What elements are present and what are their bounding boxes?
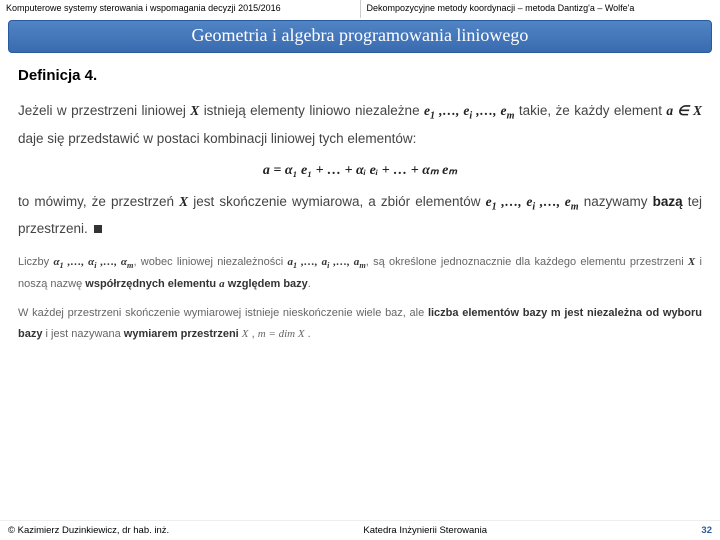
content-area: Definicja 4. Jeżeli w przestrzeni liniow… — [0, 53, 720, 345]
formula: a = α₁ e₁ + … + αᵢ eᵢ + … + αₘ eₘ — [18, 162, 702, 179]
footer-dept: Katedra Inżynierii Sterowania — [355, 521, 680, 540]
paragraph-2: to mówimy, że przestrzeń X jest skończen… — [18, 189, 702, 243]
s1-b: wobec liniowej niezależności — [141, 256, 288, 268]
sym-a: a — [219, 278, 225, 290]
p2-text-b: jest skończenie wymiarowa, a zbiór eleme… — [193, 194, 485, 209]
sym-e-list-2: e1 ,…, ei ,…, em — [486, 194, 579, 209]
header-right: Dekompozycyjne metody koordynacji – meto… — [361, 0, 720, 18]
footer-bar: © Kazimierz Duzinkiewicz, dr hab. inż. K… — [0, 520, 720, 540]
p2-baza: bazą — [653, 194, 683, 209]
s1-f: względem bazy — [228, 278, 308, 290]
footer-author: © Kazimierz Duzinkiewicz, dr hab. inż. — [0, 521, 355, 540]
sym-aX: a ∈ X — [666, 103, 702, 118]
p1-text-b: istnieją elementy liniowo niezależne — [204, 103, 424, 118]
qed-icon — [94, 225, 102, 233]
sym-a-list: a1 ,…, ai ,…, am — [288, 256, 366, 268]
sym-dim: m = dim X — [258, 328, 305, 340]
header-bar: Komputerowe systemy sterowania i wspomag… — [0, 0, 720, 18]
p1-text-d: daje się przedstawić w postaci kombinacj… — [18, 131, 416, 146]
s1-c: są określone jednoznacznie dla każdego e… — [373, 256, 688, 268]
sym-X-1: X — [190, 103, 199, 118]
p1-text-c: takie, że każdy element — [519, 103, 667, 118]
p2-text-c: nazywamy — [584, 194, 653, 209]
paragraph-1: Jeżeli w przestrzeni liniowej X istnieją… — [18, 98, 702, 152]
sym-e-list-1: e1 ,…, ei ,…, em — [424, 103, 514, 118]
s2-a: W każdej przestrzeni skończenie wymiarow… — [18, 307, 428, 319]
s2-d: wymiarem przestrzeni — [124, 328, 239, 340]
p1-text-a: Jeżeli w przestrzeni liniowej — [18, 103, 190, 118]
small-para-1: Liczby α1 ,…, αi ,…, αm, wobec liniowej … — [18, 252, 702, 295]
s1-a: Liczby — [18, 256, 53, 268]
s1-e: współrzędnych elementu — [85, 278, 219, 290]
sym-X-3: X — [688, 256, 695, 268]
s2-c: i jest nazywana — [46, 328, 124, 340]
header-left: Komputerowe systemy sterowania i wspomag… — [0, 0, 361, 18]
definition-label: Definicja 4. — [18, 67, 702, 84]
sym-X-2: X — [179, 194, 188, 209]
page-number: 32 — [680, 521, 720, 540]
p2-text-a: to mówimy, że przestrzeń — [18, 194, 179, 209]
sym-alpha-list: α1 ,…, αi ,…, αm — [53, 256, 133, 268]
slide-title: Geometria i algebra programowania liniow… — [192, 25, 529, 45]
title-band: Geometria i algebra programowania liniow… — [8, 20, 712, 53]
sym-X-4: X — [242, 328, 249, 340]
small-para-2: W każdej przestrzeni skończenie wymiarow… — [18, 303, 702, 345]
